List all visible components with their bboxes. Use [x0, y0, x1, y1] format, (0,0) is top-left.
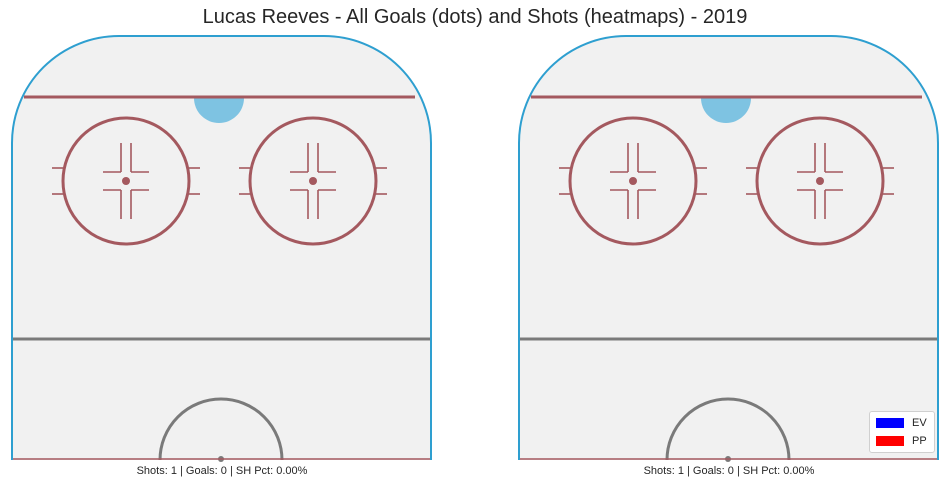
rink-panel-left [11, 35, 433, 462]
legend-label-pp: PP [912, 435, 927, 447]
faceoff-circle-ring [248, 116, 378, 246]
chart-title: Lucas Reeves - All Goals (dots) and Shot… [202, 6, 748, 28]
legend-swatch-ev [876, 418, 904, 428]
crease [701, 98, 751, 123]
legend-label-ev: EV [912, 417, 927, 429]
crease [194, 98, 244, 123]
boards [11, 35, 432, 460]
faceoff-circle-ring [61, 116, 191, 246]
faceoff-dot [629, 177, 637, 185]
faceoff-circle-ring [568, 116, 698, 246]
rink-panel-right [518, 35, 940, 462]
legend: EV PP [869, 411, 935, 453]
faceoff-circle-right [746, 116, 894, 246]
ice-surface [519, 36, 938, 460]
legend-item-ev: EV [876, 416, 927, 430]
center-circle [158, 397, 284, 461]
faceoff-circle-left [559, 116, 707, 246]
center-circle [665, 397, 791, 461]
ice-surface [12, 36, 431, 460]
panel-caption-right: Shots: 1 | Goals: 0 | SH Pct: 0.00% [643, 465, 815, 477]
rink-diagram [11, 35, 432, 462]
faceoff-dot [309, 177, 317, 185]
boards [518, 35, 939, 460]
panel-caption-left: Shots: 1 | Goals: 0 | SH Pct: 0.00% [136, 465, 308, 477]
faceoff-circle-right [239, 116, 387, 246]
faceoff-circle-ring [755, 116, 885, 246]
rink-diagram [518, 35, 939, 462]
legend-item-pp: PP [876, 434, 927, 448]
faceoff-dot [816, 177, 824, 185]
faceoff-circle-left [52, 116, 200, 246]
faceoff-dot [122, 177, 130, 185]
legend-swatch-pp [876, 436, 904, 446]
